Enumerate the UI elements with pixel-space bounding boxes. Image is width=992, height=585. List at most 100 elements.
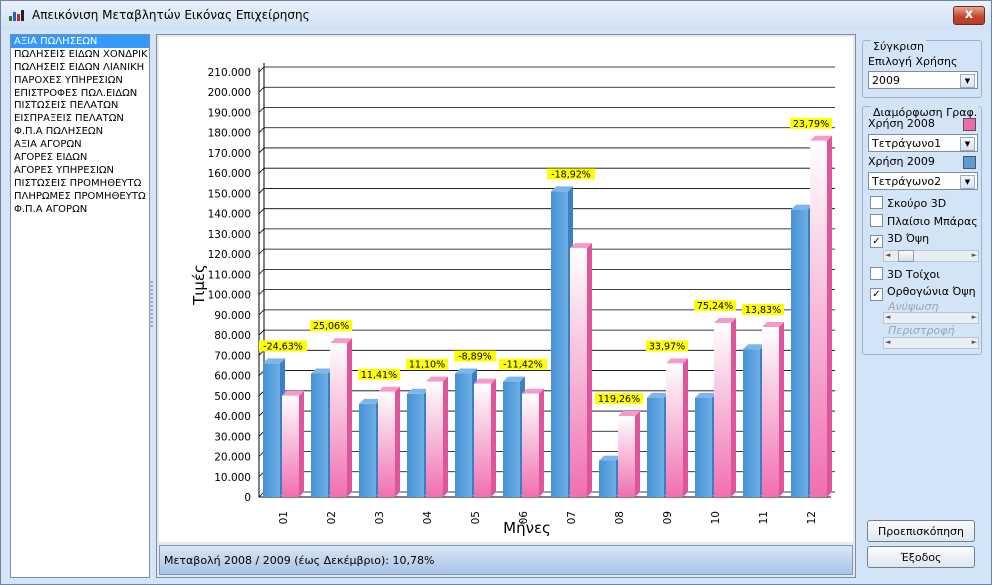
data-label: -8,89% [458, 352, 492, 363]
list-item[interactable]: ΠΛΗΡΩΜΕΣ ΠΡΟΜΗΘΕΥΤΩ [14, 190, 146, 202]
variables-list[interactable]: ΑΞΙΑ ΠΩΛΗΣΕΩΝ ΠΩΛΗΣΕΙΣ ΕΙΔΩΝ ΧΟΝΔΡΙΚ ΠΩΛΗΣ… [10, 34, 150, 578]
arrow-right-icon[interactable]: ► [971, 251, 977, 259]
shape1-value: Τετράγωνο1 [872, 137, 942, 150]
list-item[interactable]: ΠΩΛΗΣΕΙΣ ΕΙΔΩΝ ΛΙΑΝΙΚΗ [14, 61, 145, 73]
bar-2008 [311, 373, 328, 497]
bar-top [762, 322, 784, 327]
shape1-select[interactable]: Τετράγωνο1 ▼ [868, 134, 978, 152]
bar-2008 [647, 397, 664, 497]
y-tick-label: 0 [244, 492, 251, 504]
list-item[interactable]: ΕΙΣΠΡΑΞΕΙΣ ΠΕΛΑΤΩΝ [14, 113, 124, 125]
gridline-depth [258, 147, 265, 154]
x-tick-label: 08 [614, 511, 626, 524]
view3d-slider[interactable]: ◄ ► [883, 250, 979, 262]
bar-top [714, 317, 736, 323]
bar-2008 [503, 381, 520, 497]
y-axis-title: Τιμές [190, 264, 208, 306]
y-tick-label: 70.000 [214, 350, 251, 362]
exit-button[interactable]: Έξοδος [867, 546, 975, 568]
list-item[interactable]: ΠΩΛΗΣΕΙΣ ΕΙΔΩΝ ΧΟΝΔΡΙΚ [14, 48, 148, 60]
list-item[interactable]: ΠΑΡΟΧΕΣ ΥΠΗΡΕΣΙΩΝ [14, 74, 123, 86]
year2009-color-swatch[interactable] [963, 156, 976, 169]
data-label-bg [310, 320, 352, 332]
y-tick-label: 60.000 [214, 371, 251, 383]
year2008-color-swatch[interactable] [963, 118, 976, 131]
rotation-slider[interactable]: ◄ ► [883, 337, 979, 349]
chart-config-group-title: Διαμόρφωση Γραφ. [871, 106, 980, 119]
data-label-bg [259, 340, 307, 352]
y-tick-label: 40.000 [214, 411, 251, 423]
bar-frame-checkbox[interactable]: Πλαίσιο Μπάρας [870, 214, 978, 228]
y-tick-label: 100.000 [208, 290, 251, 302]
arrow-right-icon[interactable]: ► [971, 313, 977, 321]
close-button[interactable]: x [953, 6, 985, 25]
bar-side [347, 338, 352, 497]
gridline-depth [258, 66, 265, 73]
elevation-slider[interactable]: ◄ ► [883, 312, 979, 324]
bar-top [503, 376, 525, 382]
bar-top [618, 411, 640, 417]
y-tick-label: 110.000 [208, 269, 251, 281]
shape2-select[interactable]: Τετράγωνο2 ▼ [868, 172, 978, 190]
arrow-left-icon[interactable]: ◄ [885, 251, 891, 259]
data-label-bg [646, 340, 688, 352]
bar-side [491, 378, 496, 497]
view3d-checkbox[interactable]: ✓ 3D Όψη [870, 232, 929, 248]
bar-2008 [599, 460, 616, 497]
comparison-group-title: Σύγκριση [871, 40, 926, 53]
list-item[interactable]: ΑΞΙΑ ΑΓΟΡΩΝ [14, 139, 82, 151]
slider-thumb[interactable] [898, 250, 914, 262]
year-select[interactable]: 2009 ▼ [868, 71, 978, 89]
bar-top [407, 388, 429, 394]
bar-2009 [522, 393, 539, 497]
bar-top [522, 388, 544, 394]
chart-panel: 0 10.000 20.000 30.000 40.000 50.000 60.000 70.… [156, 34, 856, 578]
x-axis-title: Μήνες [503, 519, 551, 537]
bar-top [551, 186, 573, 192]
bar-top [378, 386, 400, 392]
bar-top [695, 392, 717, 398]
bar-2009 [810, 140, 827, 498]
bar-2008 [695, 397, 712, 497]
list-item[interactable]: ΑΞΙΑ ΠΩΛΗΣΕΩΝ [11, 35, 149, 48]
y-tick-label: 180.000 [208, 128, 251, 140]
arrow-left-icon[interactable]: ◄ [885, 313, 891, 321]
bar-top [311, 368, 333, 374]
x-tick-label: 09 [662, 511, 674, 524]
bar-top [282, 390, 304, 396]
orthogonal-checkbox[interactable]: ✓ Ορθογώνια Όψη [870, 285, 976, 301]
bar-side [779, 322, 784, 497]
bar-2008 [263, 363, 280, 497]
list-item[interactable]: ΕΠΙΣΤΡΟΦΕΣ ΠΩΛ.ΕΙΔΩΝ [14, 87, 138, 99]
checkbox-box [870, 267, 883, 280]
dark3d-checkbox[interactable]: Σκούρο 3D [870, 196, 946, 210]
list-item[interactable]: ΠΙΣΤΩΣΕΙΣ ΠΕΛΑΤΩΝ [14, 100, 119, 112]
y-tick-label: 80.000 [214, 330, 251, 342]
list-item[interactable]: ΑΓΟΡΕΣ ΕΙΔΩΝ [14, 152, 88, 164]
y-tick-label: 90.000 [214, 310, 251, 322]
data-label-bg [595, 393, 643, 405]
bar-top [647, 392, 669, 398]
bar-2008 [743, 349, 760, 497]
data-label-bg [406, 358, 448, 370]
gridline-depth [258, 167, 265, 174]
arrow-left-icon[interactable]: ◄ [885, 338, 891, 346]
splitter-handle[interactable] [149, 281, 153, 327]
list-item[interactable]: Φ.Π.Α ΠΩΛΗΣΕΩΝ [14, 126, 104, 138]
walls3d-checkbox[interactable]: 3D Τοίχοι [870, 267, 940, 281]
list-item[interactable]: Φ.Π.Α ΑΓΟΡΩΝ [14, 203, 88, 215]
x-tick-label: 07 [566, 511, 578, 524]
x-tick-label: 02 [326, 511, 338, 524]
list-item[interactable]: ΑΓΟΡΕΣ ΥΠΗΡΕΣΙΩΝ [14, 164, 115, 176]
bar-2008 [359, 403, 376, 497]
year2009-label: Χρήση 2009 [868, 155, 935, 168]
arrow-right-icon[interactable]: ► [971, 338, 977, 346]
orthogonal-label: Ορθογώνια Όψη [887, 285, 976, 298]
data-label: 119,26% [598, 394, 640, 405]
preview-button[interactable]: Προεπισκόπηση [867, 520, 975, 542]
bar-2008 [791, 209, 808, 497]
checkbox-box [870, 196, 883, 209]
list-item[interactable]: ΠΙΣΤΩΣΕΙΣ ΠΡΟΜΗΘΕΥΤΩ [14, 177, 142, 189]
x-tick-label: 05 [470, 511, 482, 524]
check-icon: ✓ [870, 235, 883, 248]
